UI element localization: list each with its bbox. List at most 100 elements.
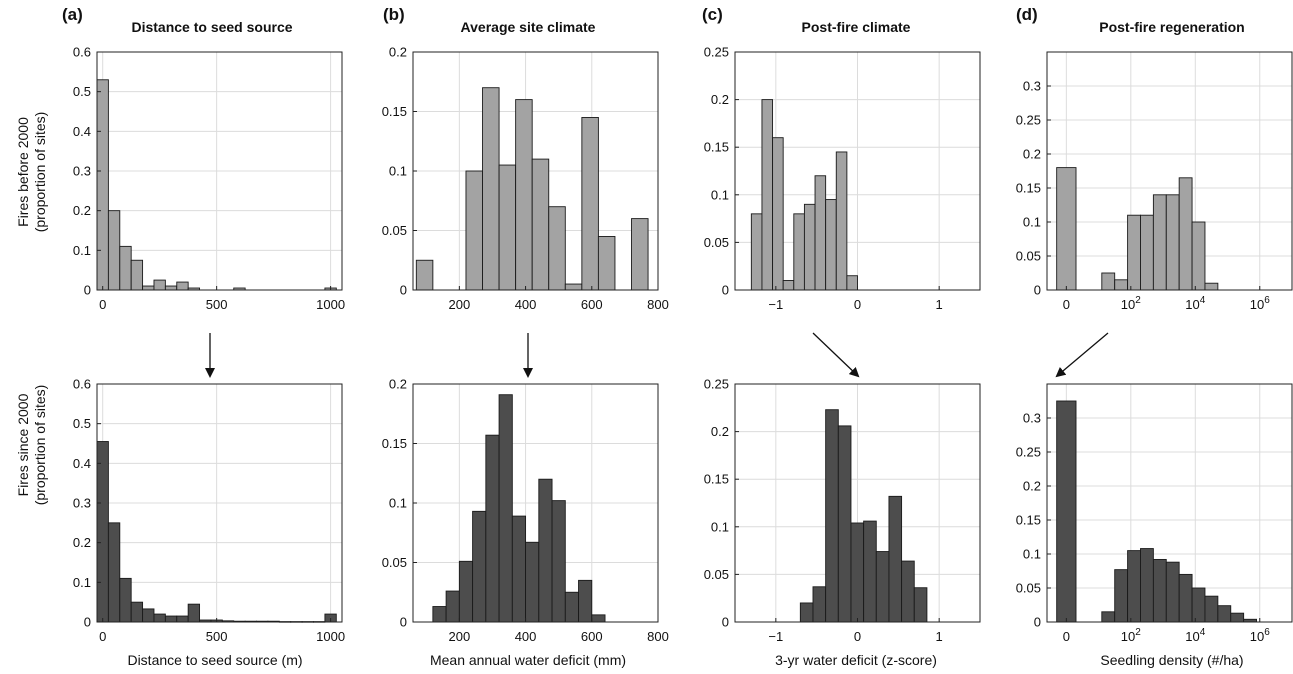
- histogram-bar: [415, 259, 434, 291]
- y-tick-label: 0.05: [382, 555, 407, 570]
- x-tick-label: 0: [99, 297, 106, 312]
- panel-b-letter: (b): [383, 5, 405, 24]
- y-tick-label: 0.05: [1016, 581, 1041, 596]
- y-tick-label: 0.15: [1016, 181, 1041, 196]
- y-tick-label: 0.2: [1023, 147, 1041, 162]
- histogram-bar: [835, 151, 848, 291]
- histogram-bar: [164, 615, 178, 623]
- x-tick-label: 800: [647, 297, 669, 312]
- y-tick-label: 0.1: [389, 496, 407, 511]
- y-tick-label: 0.25: [704, 45, 729, 60]
- histogram-bar: [1152, 558, 1167, 623]
- y-tick-label: 0.3: [1023, 79, 1041, 94]
- histogram-bar: [812, 586, 827, 623]
- x-tick-label: 1: [936, 629, 943, 644]
- histogram-bar: [96, 79, 109, 291]
- histogram-bar: [825, 409, 839, 623]
- histogram-bar: [803, 203, 816, 291]
- x-tick-label: 102: [1121, 295, 1141, 312]
- histogram-bar: [1101, 272, 1116, 291]
- plot-frame: [1046, 51, 1293, 291]
- y-tick-label: 0.05: [382, 223, 407, 238]
- histogram-bar: [176, 615, 189, 623]
- histogram-bar: [850, 522, 865, 623]
- histogram-bar: [888, 495, 903, 623]
- y-tick-label: 0.25: [1016, 445, 1041, 460]
- panel-b-header: (b) Average site climate: [383, 5, 596, 35]
- histogram-bar: [846, 275, 858, 291]
- panel-b-xlabel-group: Mean annual water deficit (mm): [430, 652, 626, 668]
- x-tick-label: 104: [1185, 295, 1205, 312]
- histogram-bar: [1230, 612, 1245, 623]
- y-tick-label: 0.1: [1023, 215, 1041, 230]
- panel-d-title: Post-fire regeneration: [1099, 19, 1244, 35]
- y-tick-label: 0.1: [73, 575, 91, 590]
- histogram-bar: [432, 606, 447, 623]
- x-tick-label: 0: [1063, 297, 1070, 312]
- histogram-bar: [1191, 587, 1206, 623]
- histogram-bar: [176, 281, 189, 291]
- y-tick-label: 0.1: [389, 164, 407, 179]
- x-tick-label: 0: [1063, 629, 1070, 644]
- panel-a-xlabel: Distance to seed source (m): [127, 652, 302, 668]
- y-tick-label: 0.2: [711, 424, 729, 439]
- histogram-bar: [107, 210, 121, 291]
- histogram-bar: [799, 602, 814, 623]
- histogram-bar: [1178, 177, 1193, 291]
- histogram-bar: [1217, 605, 1232, 623]
- x-tick-label: 200: [448, 297, 470, 312]
- chart-d-bottom: 0 0.05 0.1 0.15 0.2 0.25 0.3 0 102 104 106: [1016, 383, 1293, 644]
- histogram-bar: [863, 520, 877, 623]
- plots: 00.10.20.30.40.50.60 500 100000.10.20.30.4…: [73, 45, 1293, 645]
- histogram-bar: [1140, 214, 1154, 291]
- histogram-bar: [1127, 214, 1141, 291]
- panel-a-xlabel-group: Distance to seed source (m): [127, 652, 302, 668]
- histogram-bar: [901, 560, 915, 623]
- histogram-bar: [597, 235, 616, 291]
- histogram-bar: [472, 510, 487, 623]
- row-labels: Fires before 2000 (proportion of sites) …: [15, 112, 48, 506]
- histogram-bar: [1204, 595, 1219, 623]
- histogram-bar: [591, 614, 606, 623]
- chart-b-bottom: 0 0.05 0.1 0.15 0.2 200 400 600 800: [382, 377, 669, 645]
- y-tick-label: 0: [84, 615, 91, 630]
- y-tick-label: 0.5: [73, 416, 91, 431]
- plot-frame: [1046, 383, 1293, 623]
- x-tick-label: 0: [854, 297, 861, 312]
- y-tick-label: 0.05: [1016, 249, 1041, 264]
- panel-a-header: (a) Distance to seed source: [62, 5, 293, 35]
- x-tick-label: 0: [99, 629, 106, 644]
- x-tick-label: 1: [936, 297, 943, 312]
- histogram-bar: [187, 603, 201, 623]
- histogram-bar: [107, 522, 121, 623]
- bottom-row-label-line1: Fires since 2000: [15, 393, 31, 496]
- y-tick-label: 0.2: [711, 92, 729, 107]
- histogram-bar: [142, 285, 155, 291]
- histogram-bar: [814, 175, 827, 291]
- y-tick-label: 0.3: [73, 164, 91, 179]
- chart-a-top: 0 0.1 0.2 0.3 0.4 0.5 0.6 0 500 1000: [73, 45, 345, 313]
- y-tick-label: 0.15: [382, 104, 407, 119]
- panel-d-header: (d) Post-fire regeneration: [1016, 5, 1245, 35]
- histogram-bar: [1165, 194, 1180, 291]
- histogram-bar: [1101, 611, 1116, 623]
- x-tick-label: 400: [515, 629, 537, 644]
- x-tick-label: 102: [1121, 627, 1141, 644]
- histogram-bar: [1056, 400, 1077, 623]
- histogram-bar: [511, 515, 527, 623]
- histogram-bar: [130, 259, 144, 291]
- y-tick-label: 0.15: [704, 140, 729, 155]
- y-tick-label: 0.3: [73, 496, 91, 511]
- y-tick-label: 0.2: [73, 535, 91, 550]
- histogram-bar: [564, 591, 579, 623]
- histogram-bar: [1056, 167, 1077, 291]
- histogram-bar: [1140, 548, 1154, 623]
- histogram-bar: [119, 245, 132, 291]
- arrow-c: [812, 332, 860, 378]
- histogram-bar: [538, 478, 553, 623]
- y-tick-label: 0.2: [1023, 479, 1041, 494]
- y-tick-label: 0.15: [704, 472, 729, 487]
- histogram-bar: [1191, 221, 1206, 291]
- y-tick-label: 0.15: [1016, 513, 1041, 528]
- histogram-bar: [913, 587, 928, 623]
